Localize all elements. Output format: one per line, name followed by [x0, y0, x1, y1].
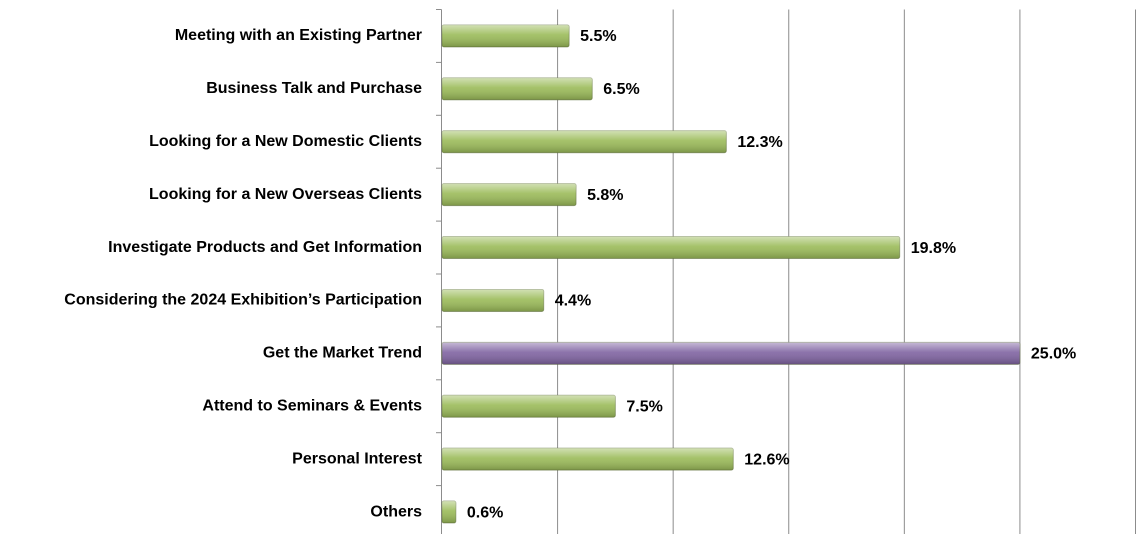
bar-shine	[442, 77, 593, 100]
y-tick-label: Personal Interest	[292, 450, 423, 467]
value-label: 25.0%	[1031, 346, 1076, 363]
value-label: 7.5%	[626, 398, 662, 415]
bar-shine	[442, 183, 577, 206]
bar-shine	[442, 130, 727, 153]
y-tick-label: Considering the 2024 Exhibition’s Partic…	[64, 292, 422, 309]
y-tick-label: Get the Market Trend	[263, 345, 422, 362]
bar-shine	[442, 289, 544, 312]
bar-shine	[442, 501, 456, 524]
bar-shine	[442, 24, 570, 47]
bar-shine	[442, 448, 734, 471]
bar-shine	[442, 342, 1020, 365]
y-tick-label: Meeting with an Existing Partner	[175, 27, 422, 44]
value-label: 6.5%	[603, 81, 639, 98]
value-label: 12.6%	[744, 451, 789, 468]
y-tick-label: Investigate Products and Get Information	[108, 239, 422, 256]
value-label: 12.3%	[737, 134, 782, 151]
value-label: 0.6%	[467, 504, 503, 521]
y-tick-label: Looking for a New Domestic Clients	[149, 133, 422, 150]
y-tick-label: Looking for a New Overseas Clients	[149, 186, 422, 203]
value-label: 4.4%	[555, 293, 591, 310]
bar-shine	[442, 236, 900, 259]
y-tick-label: Attend to Seminars & Events	[202, 397, 422, 414]
value-label: 19.8%	[911, 240, 956, 257]
value-label: 5.5%	[580, 28, 616, 45]
y-tick-label: Others	[370, 503, 422, 520]
y-tick-label: Business Talk and Purchase	[206, 80, 422, 97]
value-label: 5.8%	[587, 187, 623, 204]
bar-shine	[442, 395, 616, 418]
